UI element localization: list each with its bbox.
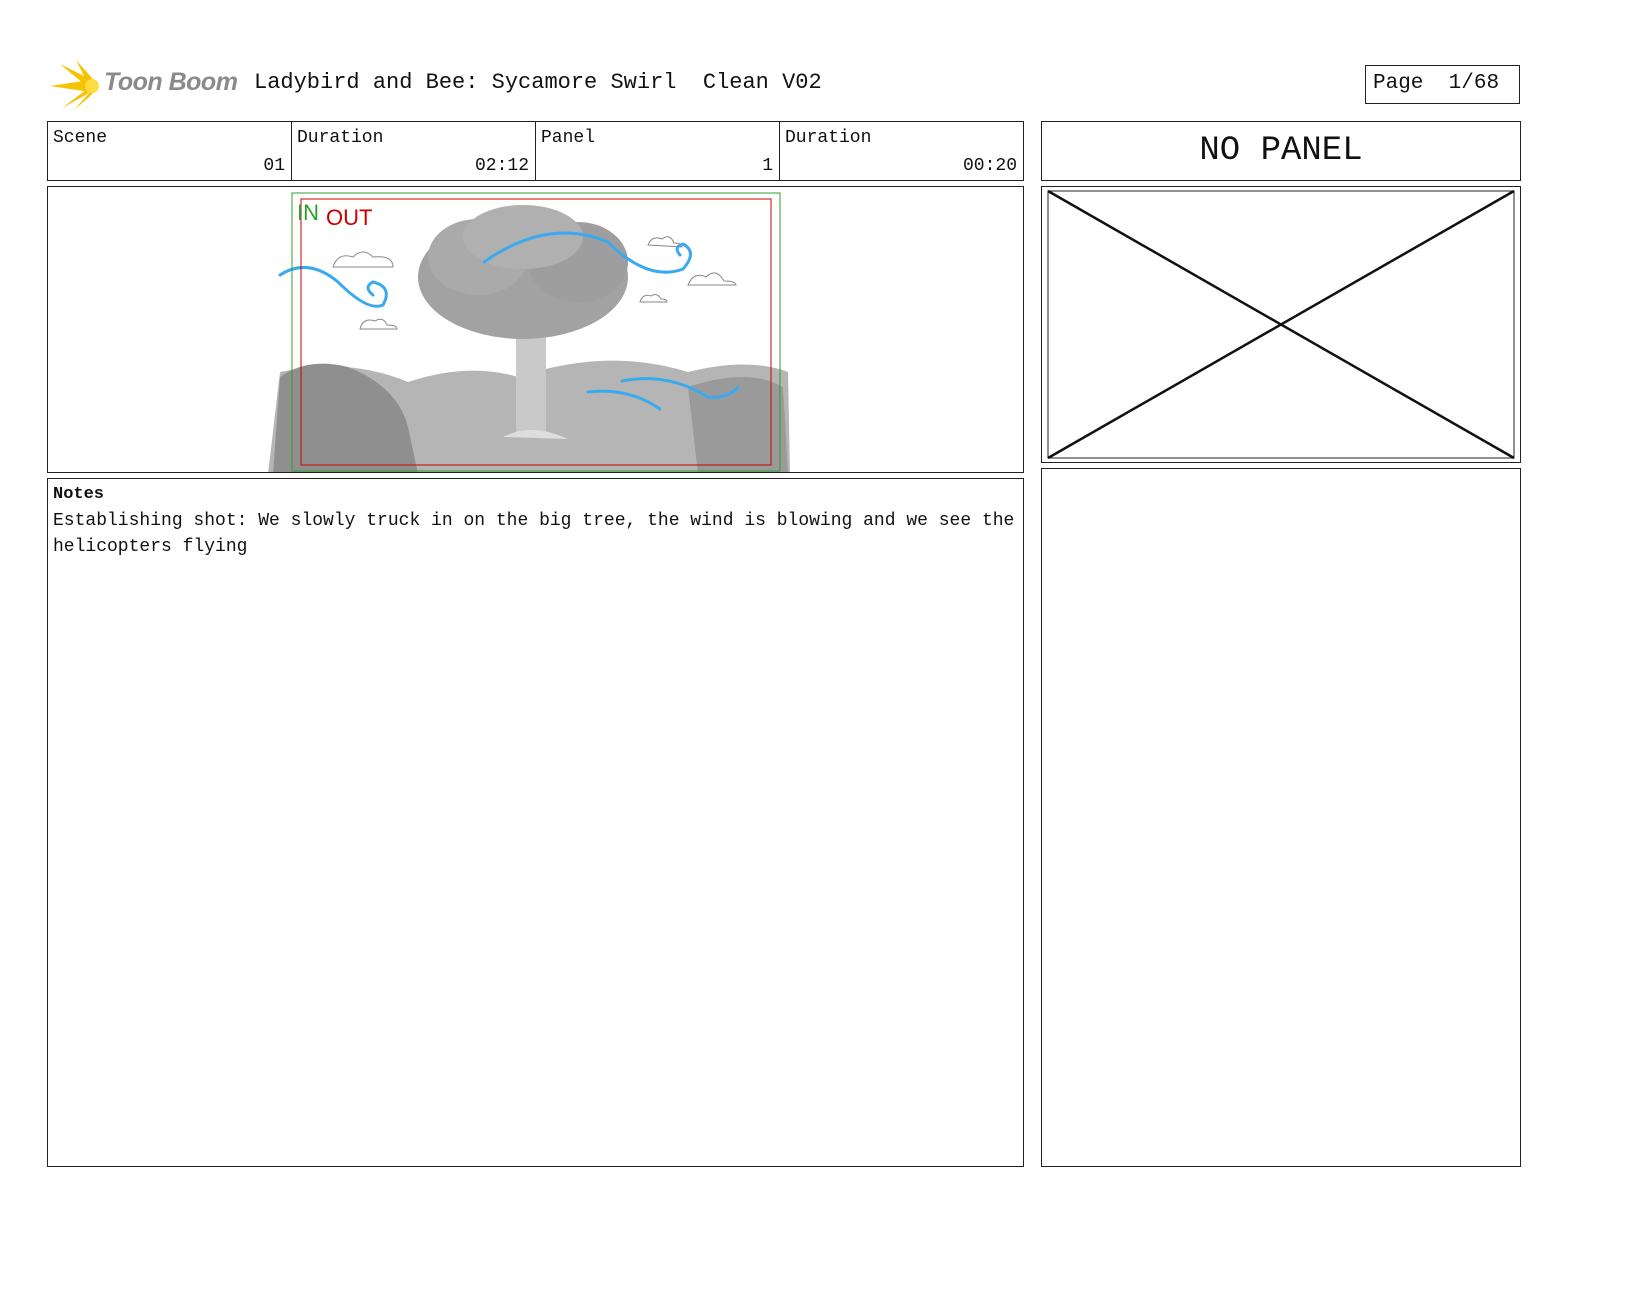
- panel-duration-label: Duration: [785, 128, 872, 148]
- notes-section: Notes Establishing shot: We slowly truck…: [47, 478, 1024, 1167]
- panel-value: 1: [762, 156, 773, 176]
- in-frame-border: [291, 192, 781, 472]
- scene-duration-cell: Duration 02:12: [291, 121, 536, 181]
- landscape-illustration: [268, 205, 790, 472]
- scene-value: 01: [263, 156, 285, 176]
- no-panel-header: NO PANEL: [1041, 121, 1521, 181]
- scene-cell: Scene 01: [47, 121, 292, 181]
- scene-duration-label: Duration: [297, 128, 384, 148]
- scene-drawing: IN OUT: [268, 192, 790, 472]
- panel-duration-cell: Duration 00:20: [779, 121, 1024, 181]
- scene-label: Scene: [53, 128, 108, 148]
- notes-heading: Notes: [53, 485, 105, 504]
- panel-cell: Panel 1: [535, 121, 780, 181]
- out-frame-border: [300, 198, 772, 466]
- storyboard-title: Ladybird and Bee: Sycamore Swirl Clean V…: [254, 70, 822, 95]
- page-label: Page: [1373, 72, 1424, 95]
- panel-label: Panel: [541, 128, 596, 148]
- cross-placeholder-icon: [1047, 189, 1515, 460]
- scene-duration-value: 02:12: [474, 156, 529, 176]
- in-label: IN: [297, 200, 319, 225]
- page-indicator: Page 1/68: [1365, 65, 1520, 104]
- out-label: OUT: [326, 205, 372, 230]
- wind-lines: [278, 231, 740, 411]
- panel-duration-value: 00:20: [962, 156, 1017, 176]
- empty-panel-placeholder: [1041, 186, 1521, 463]
- logo-text: Toon Boom: [104, 68, 238, 96]
- page-number: 1/68: [1448, 72, 1500, 95]
- toon-boom-logo: [50, 60, 99, 110]
- side-notes-area: [1041, 468, 1521, 1167]
- notes-text: Establishing shot: We slowly truck in on…: [53, 511, 1015, 557]
- panel-image: IN OUT: [47, 186, 1024, 473]
